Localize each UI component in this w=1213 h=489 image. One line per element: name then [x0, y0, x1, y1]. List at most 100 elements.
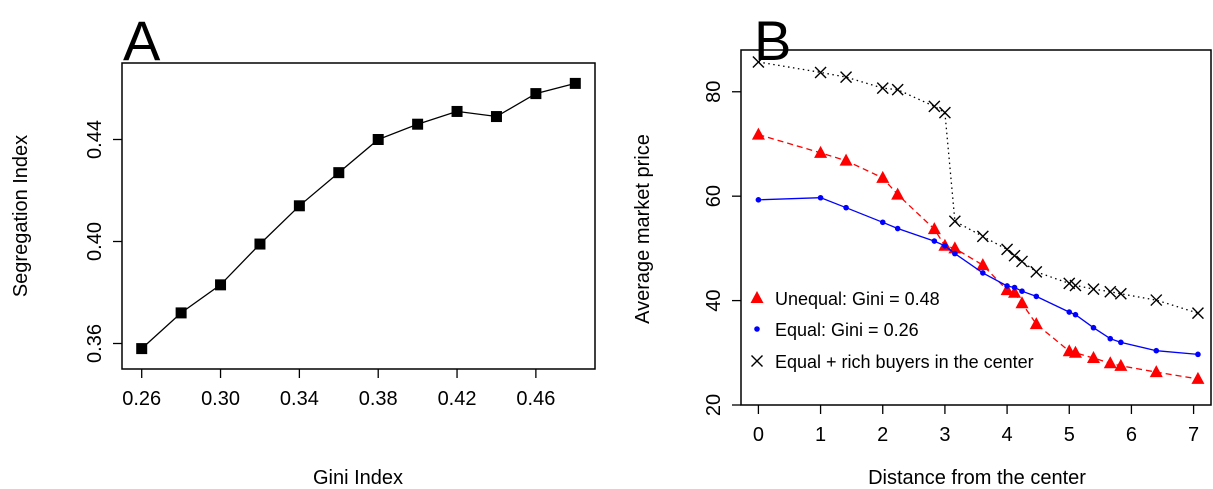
data-point-series-1 [814, 145, 828, 158]
legend-label-3: Equal + rich buyers in the center [775, 352, 1034, 372]
y-axis-a: 0.36 0.40 0.44 [84, 120, 122, 363]
x-tick-label: 4 [1002, 424, 1013, 446]
x-tick-label: 3 [939, 424, 950, 446]
data-point-series-1 [1000, 283, 1014, 296]
plot-frame-b [740, 49, 1212, 406]
data-point-series-3 [876, 82, 889, 95]
data-point-series-2 [1090, 324, 1097, 331]
data-point-series-2 [942, 242, 948, 249]
data-point-series-1 [1191, 371, 1205, 384]
legend-label-2: Equal: Gini = 0.26 [775, 320, 919, 340]
x-tick-label: 7 [1188, 424, 1199, 446]
data-point-series-1 [136, 343, 148, 355]
data-point-series-3 [976, 230, 989, 243]
data-point-series-1 [451, 105, 463, 117]
data-point-series-2 [817, 194, 824, 201]
y-tick-label: 0.40 [84, 222, 106, 261]
y-tick-label: 40 [703, 289, 725, 311]
x-axis-b: 0 1 2 3 4 5 6 7 [753, 405, 1199, 446]
panel-label-a: A [123, 9, 161, 72]
data-point-series-3 [1016, 255, 1029, 268]
x-tick-label: 0.30 [201, 388, 240, 410]
data-point-series-1 [293, 200, 305, 212]
data-point-series-2 [1004, 283, 1010, 289]
legend-key-3 [751, 355, 763, 367]
plot-frame-a [121, 62, 596, 370]
series-line-3 [758, 61, 1199, 314]
data-point-series-2 [1153, 347, 1160, 354]
data-point-series-3 [1104, 285, 1117, 298]
data-point-series-3 [928, 100, 941, 113]
data-point-series-2 [1107, 335, 1114, 342]
panel-b: B 0 1 2 3 4 5 6 7 20 40 60 80 Unequal: Gini = 0.48… [632, 9, 1212, 489]
series-line-1 [141, 82, 576, 350]
x-tick-label: 5 [1064, 424, 1075, 446]
data-point-series-2 [931, 238, 938, 244]
legend-b: Unequal: Gini = 0.48 Equal: Gini = 0.26 Eq… [750, 289, 1034, 372]
data-point-series-2 [879, 219, 886, 226]
plot-area-a [136, 77, 581, 355]
y-tick-label: 0.44 [84, 120, 106, 159]
data-point-series-1 [569, 77, 581, 89]
x-tick-label: 0.42 [438, 388, 477, 410]
data-point-series-3 [1114, 287, 1127, 300]
x-tick-label: 0.26 [122, 388, 161, 410]
data-point-series-1 [490, 111, 502, 123]
data-point-series-1 [876, 170, 890, 183]
y-axis-b: 20 40 60 80 [703, 81, 741, 416]
x-tick-label: 2 [877, 424, 888, 446]
y-axis-title-a: Segregation Index [10, 135, 32, 297]
panel-label-b: B [754, 9, 791, 72]
series-line-1 [758, 133, 1199, 380]
data-point-series-3 [1069, 279, 1082, 292]
legend-key-1 [750, 291, 764, 303]
data-point-series-3 [938, 106, 951, 119]
data-point-series-1 [1149, 365, 1163, 378]
data-point-series-2 [1019, 288, 1025, 294]
y-tick-label: 20 [703, 394, 725, 416]
data-point-series-1 [1114, 358, 1128, 371]
x-axis-title-b: Distance from the center [868, 467, 1086, 489]
data-point-series-1 [333, 167, 345, 179]
data-point-series-3 [1191, 307, 1204, 320]
data-point-series-1 [1103, 356, 1117, 369]
data-point-series-1 [976, 258, 990, 271]
data-point-series-2 [1066, 309, 1073, 315]
data-point-series-1 [530, 88, 542, 100]
data-point-series-2 [755, 197, 762, 203]
data-point-series-1 [1015, 296, 1029, 309]
data-point-series-3 [1030, 265, 1043, 278]
data-point-series-2 [952, 250, 958, 257]
data-point-series-1 [175, 307, 187, 319]
data-point-series-3 [752, 56, 765, 69]
y-tick-label: 80 [703, 81, 725, 103]
data-point-series-1 [412, 118, 424, 130]
legend-key-2 [754, 326, 760, 332]
data-point-series-2 [843, 204, 849, 211]
x-tick-label: 1 [815, 424, 826, 446]
data-point-series-1 [215, 279, 227, 291]
data-point-series-3 [1087, 283, 1100, 296]
x-tick-label: 0 [753, 424, 764, 446]
data-point-series-2 [1118, 339, 1124, 346]
data-point-series-1 [839, 153, 853, 166]
panel-a: A 0.26 0.30 0.34 0.38 0.42 0.46 0.360.400.44 … [10, 9, 596, 489]
y-tick-label: 60 [703, 185, 725, 207]
data-point-series-2 [1033, 293, 1040, 300]
x-tick-label: 0.38 [359, 388, 398, 410]
data-point-series-2 [1195, 351, 1201, 358]
data-point-series-1 [372, 134, 384, 145]
data-point-series-1 [891, 187, 905, 200]
data-point-series-3 [814, 66, 827, 79]
y-axis-title-b: Average market price [632, 134, 654, 324]
plot-area-b [751, 56, 1205, 384]
legend-label-1: Unequal: Gini = 0.48 [775, 289, 940, 309]
data-point-series-3 [1001, 243, 1014, 256]
data-point-series-2 [980, 270, 986, 276]
data-point-series-1 [927, 222, 941, 235]
data-point-series-1 [254, 238, 266, 250]
data-point-series-1 [751, 127, 765, 140]
data-point-series-3 [891, 83, 904, 96]
data-point-series-2 [894, 225, 901, 232]
